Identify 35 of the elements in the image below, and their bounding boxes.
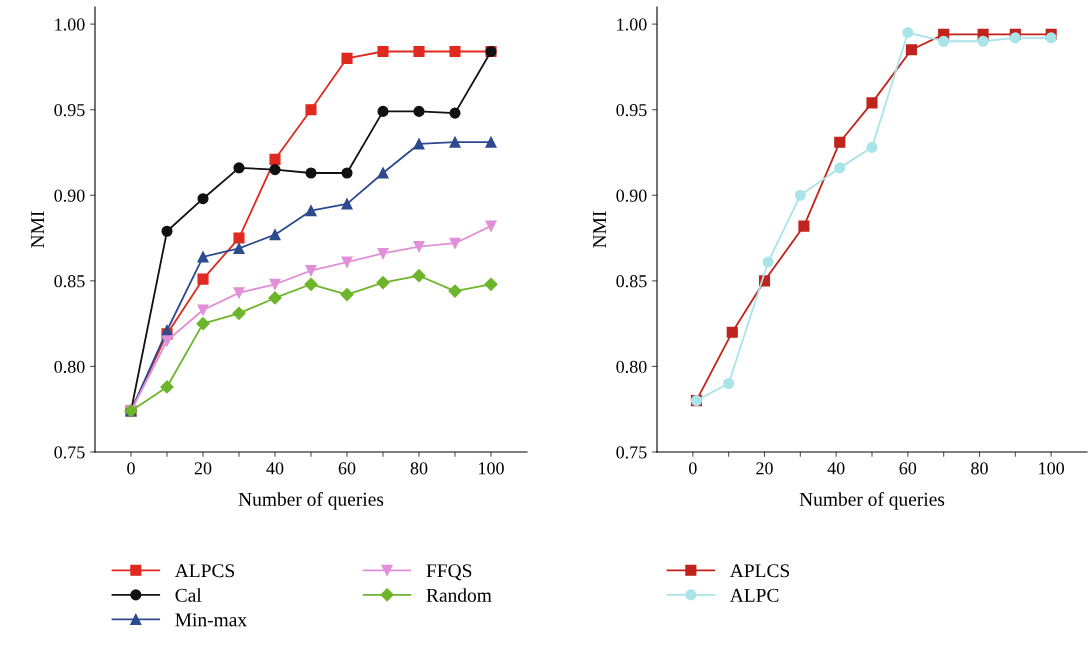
x-axis-title: Number of queries bbox=[799, 491, 945, 510]
legend-label: ALPC bbox=[729, 588, 779, 602]
x-axis-title: Number of queries bbox=[238, 491, 384, 510]
x-tick-label: 40 bbox=[266, 462, 284, 475]
x-tick-label: 0 bbox=[689, 462, 697, 475]
y-tick-label: 0.90 bbox=[616, 189, 647, 202]
y-tick-label: 0.75 bbox=[616, 446, 647, 459]
legend-label: Cal bbox=[175, 588, 202, 602]
x-tick-label: 40 bbox=[827, 462, 845, 475]
y-axis-title: NMI bbox=[31, 211, 44, 248]
y-tick-label: 0.95 bbox=[616, 103, 647, 117]
x-tick-label: 60 bbox=[899, 462, 917, 475]
y-tick-label: 0.80 bbox=[54, 360, 85, 373]
x-tick-label: 20 bbox=[194, 462, 212, 475]
x-tick-label: 60 bbox=[338, 462, 356, 475]
x-tick-label: 0 bbox=[127, 462, 135, 475]
x-tick-label: 100 bbox=[479, 462, 504, 475]
x-tick-label: 100 bbox=[1039, 462, 1065, 475]
legend-label: Random bbox=[426, 588, 492, 602]
y-tick-label: 0.80 bbox=[616, 360, 647, 373]
y-axis-title: NMI bbox=[593, 211, 606, 248]
x-tick-label: 80 bbox=[410, 462, 428, 475]
y-tick-label: 0.90 bbox=[54, 189, 85, 202]
x-tick-label: 20 bbox=[756, 462, 773, 475]
x-tick-label: 80 bbox=[971, 462, 988, 475]
legend-label: ALPCS bbox=[174, 564, 235, 578]
legend-label: Min-max bbox=[175, 613, 247, 627]
y-tick-label: 1.00 bbox=[617, 18, 647, 31]
y-tick-label: 0.95 bbox=[54, 103, 85, 117]
y-tick-label: 1.00 bbox=[55, 18, 85, 31]
y-tick-label: 0.85 bbox=[54, 275, 85, 288]
legend-label: FFQS bbox=[426, 564, 472, 581]
y-tick-label: 0.75 bbox=[54, 446, 85, 459]
legend-label: APLCS bbox=[729, 564, 790, 578]
y-tick-label: 0.85 bbox=[616, 275, 647, 288]
